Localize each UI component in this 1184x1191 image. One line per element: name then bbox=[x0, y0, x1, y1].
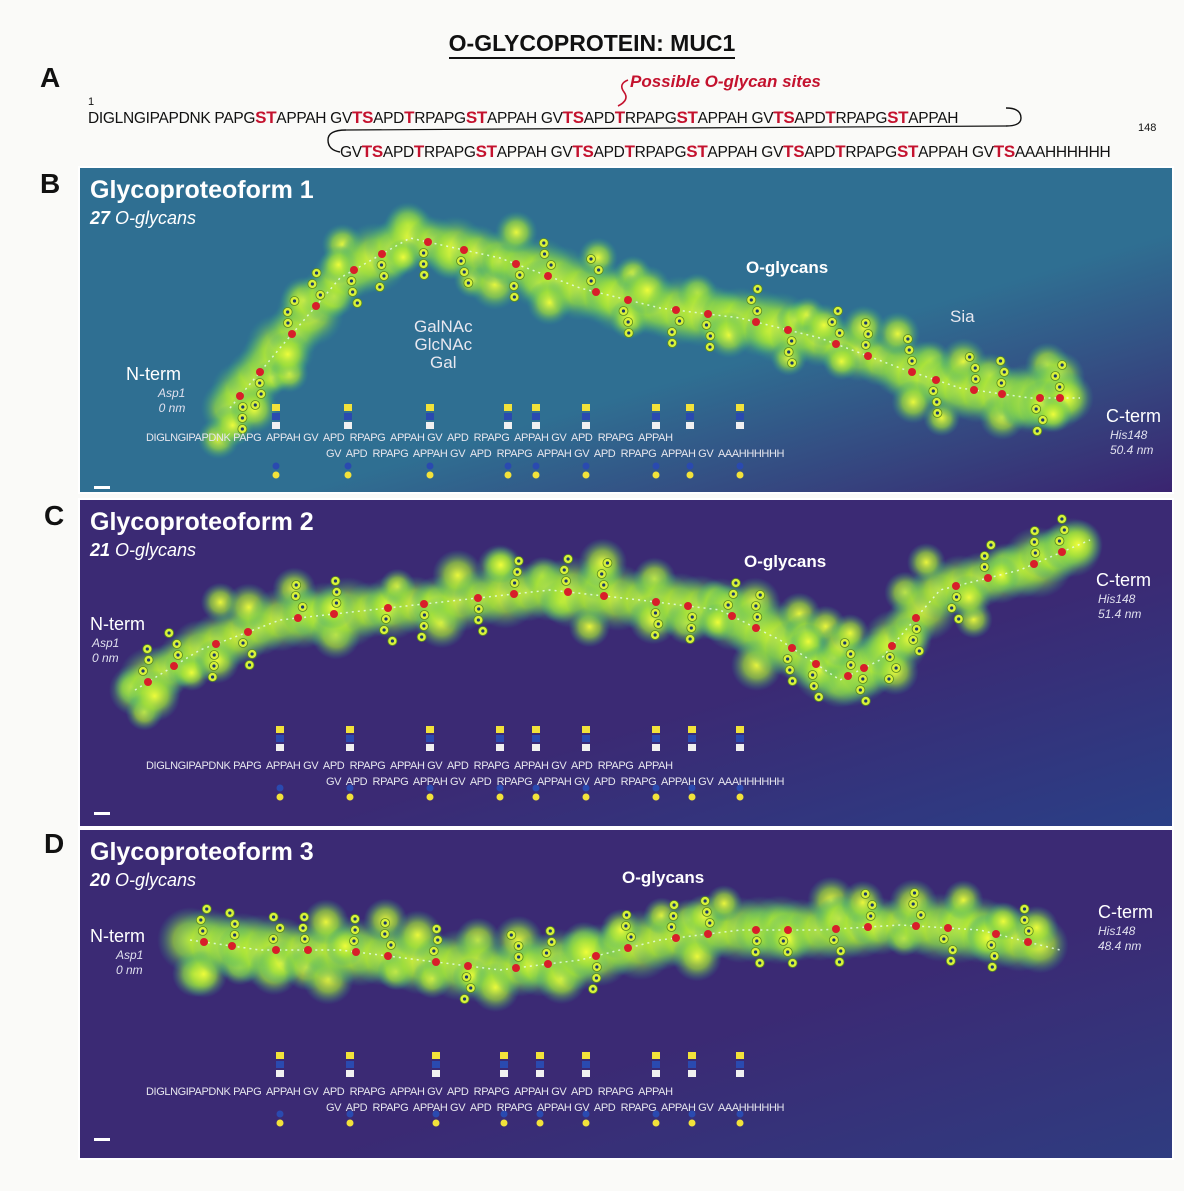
o-glycans-label: O-glycans bbox=[746, 258, 829, 277]
glycan-site: ST bbox=[887, 108, 909, 127]
sequence-segment: APD bbox=[593, 144, 625, 161]
c-term-info: His148 48.4 nm bbox=[1098, 924, 1142, 953]
sequence-segment: RPAPG bbox=[414, 110, 466, 127]
n-term-info: Asp1 0 nm bbox=[158, 386, 186, 415]
o-glycans-label: O-glycans bbox=[622, 868, 705, 887]
possible-sites-label: Possible O-glycan sites bbox=[630, 72, 821, 91]
panel-sequence-line-1: DIGLNGIPAPDNK PAPG APPAH GV APD RPAPG AP… bbox=[146, 760, 673, 772]
sequence-segment: APPAH GV bbox=[276, 110, 352, 127]
glycan-count: 27 O-glycans bbox=[90, 208, 197, 228]
sequence-segment: APPAH bbox=[908, 110, 959, 127]
sequence-segment: APPAH GV bbox=[486, 110, 563, 127]
n-term-label: N-term bbox=[90, 614, 145, 634]
panel-3-molecule bbox=[80, 830, 1172, 1158]
c-term-label: C-term bbox=[1098, 902, 1153, 922]
sequence-line-1: DIGLNGIPAPDNK PAPGSTAPPAH GVTSAPDTRPAPGS… bbox=[88, 108, 958, 128]
sequence-segment: APPAH GV bbox=[496, 144, 573, 161]
sequence-segment: APD bbox=[794, 110, 826, 127]
panel-d-label: D bbox=[44, 828, 65, 859]
sequence-segment: APD bbox=[373, 110, 405, 127]
sequence-segment: RPAPG bbox=[835, 110, 888, 127]
c-term-label: C-term bbox=[1096, 570, 1151, 590]
glycan-site: ST bbox=[255, 108, 277, 127]
n-term-label: N-term bbox=[126, 364, 181, 384]
glycan-site: T bbox=[835, 142, 846, 161]
site-pointer-icon bbox=[617, 79, 629, 107]
sequence-segment: RPAPG bbox=[845, 144, 897, 161]
glycan-site: ST bbox=[465, 108, 487, 127]
scale-bar bbox=[94, 812, 110, 815]
sequence-segment: APD bbox=[583, 110, 615, 127]
panel-2-molecule bbox=[80, 500, 1172, 826]
o-glycans-label: O-glycans bbox=[744, 552, 827, 571]
c-term-label: C-term bbox=[1106, 406, 1161, 426]
panel-sequence-line-1: DIGLNGIPAPDNK PAPG APPAH GV APD RPAPG AP… bbox=[146, 432, 673, 444]
sequence-wrap-bracket bbox=[327, 107, 1022, 153]
panel-glycoproteoform-3: Glycoproteoform 3 20 O-glycans N-term As… bbox=[78, 828, 1174, 1160]
n-term-info: Asp1 0 nm bbox=[116, 948, 144, 977]
glycan-count: 21 O-glycans bbox=[90, 540, 197, 560]
glycan-site: T bbox=[624, 142, 635, 161]
panel-c-label: C bbox=[44, 500, 65, 531]
glycan-site: T bbox=[614, 108, 625, 127]
sequence-segment: RPAPG bbox=[624, 110, 677, 127]
glycan-site: ST bbox=[896, 142, 919, 161]
monosaccharide-labels: GalNAc GlcNAc Gal bbox=[414, 317, 473, 372]
glycan-site: ST bbox=[676, 108, 698, 127]
sequence-segment: APPAH GV bbox=[697, 110, 774, 127]
panel-sequence-line-1: DIGLNGIPAPDNK PAPG APPAH GV APD RPAPG AP… bbox=[146, 1086, 673, 1098]
sequence-segment: APPAH GV bbox=[918, 144, 994, 161]
c-term-info: His148 51.4 nm bbox=[1098, 592, 1142, 621]
sequence-segment: AAAHHHHHH bbox=[1014, 144, 1111, 161]
panel-title: Glycoproteoform 1 bbox=[90, 176, 314, 204]
glycan-site: TS bbox=[783, 142, 805, 161]
sequence-line-2: GVTSAPDTRPAPGSTAPPAH GVTSAPDTRPAPGSTAPPA… bbox=[340, 142, 1111, 162]
panel-title: Glycoproteoform 2 bbox=[90, 508, 314, 536]
glycan-site: T bbox=[413, 142, 424, 161]
scale-bar bbox=[94, 486, 110, 489]
glycan-site: TS bbox=[993, 142, 1015, 161]
panel-sequence-line-2: GV APD RPAPG APPAH GV APD RPAPG APPAH GV… bbox=[326, 1102, 785, 1114]
figure-title: O-GLYCOPROTEIN: MUC1 bbox=[0, 30, 1184, 59]
panel-title: Glycoproteoform 3 bbox=[90, 838, 314, 866]
panel-glycoproteoform-1: Glycoproteoform 1 27 O-glycans N-term As… bbox=[78, 166, 1174, 494]
glycan-site: TS bbox=[361, 142, 383, 161]
scale-bar bbox=[94, 1138, 110, 1141]
panel-glycoproteoform-2: Glycoproteoform 2 21 O-glycans N-term As… bbox=[78, 498, 1174, 828]
panel-1-molecule bbox=[80, 168, 1172, 492]
sequence-segment: APPAH GV bbox=[707, 144, 784, 161]
glycan-site: TS bbox=[351, 108, 374, 127]
sequence-end-number: 148 bbox=[1138, 122, 1157, 134]
c-term-info: His148 50.4 nm bbox=[1110, 428, 1154, 457]
n-term-info: Asp1 0 nm bbox=[92, 636, 120, 665]
panel-sequence-line-2: GV APD RPAPG APPAH GV APD RPAPG APPAH GV… bbox=[326, 448, 785, 460]
glycan-site: T bbox=[825, 108, 836, 127]
glycan-site: ST bbox=[475, 142, 497, 161]
glycan-site: TS bbox=[572, 142, 594, 161]
n-term-label: N-term bbox=[90, 926, 145, 946]
glycan-site: T bbox=[404, 108, 415, 127]
sequence-segment: GV bbox=[340, 144, 362, 161]
panel-sequence-line-2: GV APD RPAPG APPAH GV APD RPAPG APPAH GV… bbox=[326, 776, 785, 788]
sequence-segment: APD bbox=[382, 144, 414, 161]
glycan-count: 20 O-glycans bbox=[90, 870, 197, 890]
sequence-segment: RPAPG bbox=[424, 144, 476, 161]
sequence-segment: RPAPG bbox=[634, 144, 687, 161]
sequence-segment: APD bbox=[804, 144, 836, 161]
sequence-segment: DIGLNGIPAPDNK PAPG bbox=[88, 110, 256, 127]
glycan-site: TS bbox=[562, 108, 584, 127]
sequence-start-number: 1 bbox=[88, 96, 95, 108]
panel-b-label: B bbox=[40, 168, 61, 199]
glycan-site: ST bbox=[686, 142, 708, 161]
panel-a-label: A bbox=[40, 62, 61, 93]
sia-label: Sia bbox=[950, 307, 975, 326]
glycan-site: TS bbox=[773, 108, 795, 127]
